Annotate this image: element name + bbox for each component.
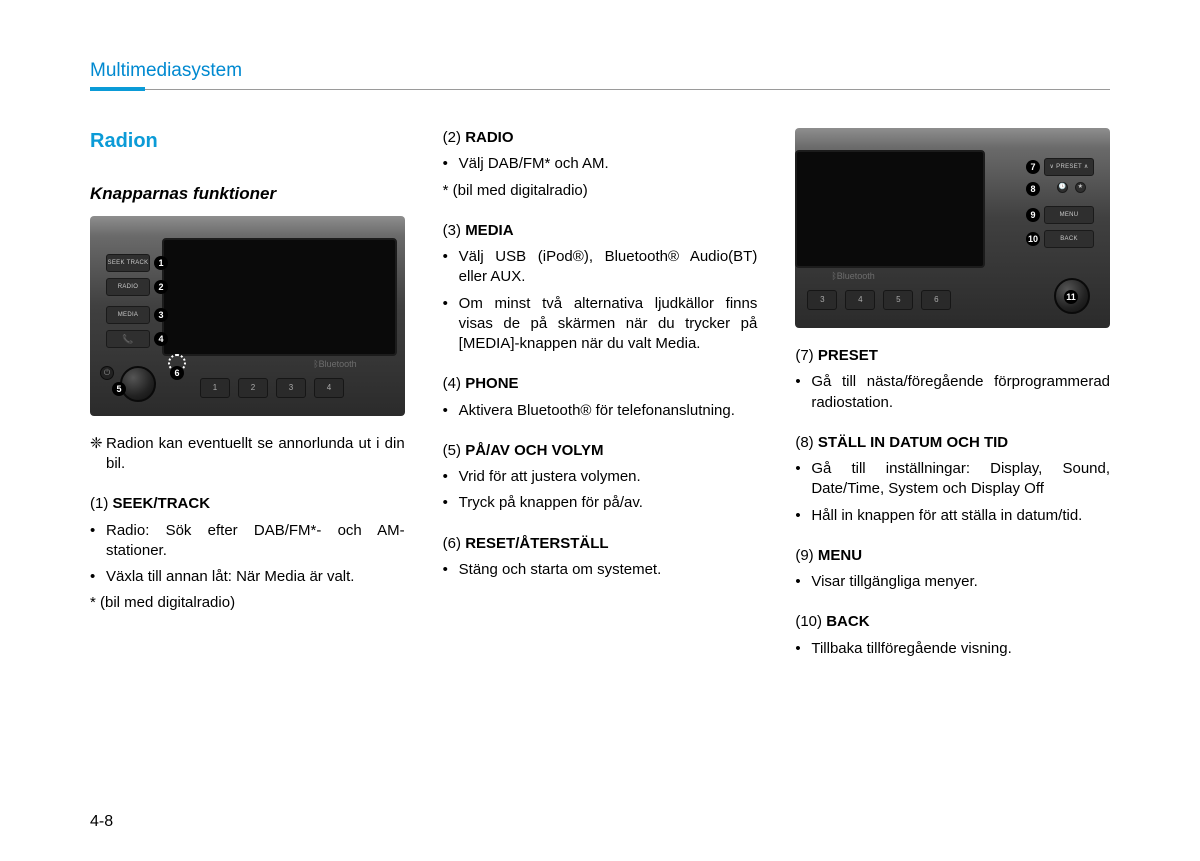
item-3-name: MEDIA xyxy=(465,222,513,239)
callout-7: 7 xyxy=(1026,160,1040,174)
volume-knob-img xyxy=(120,366,156,402)
callout-8: 8 xyxy=(1026,182,1040,196)
power-icon: ⏻ xyxy=(100,366,114,380)
item-3-head: (3) MEDIA xyxy=(443,221,758,241)
manual-page: Multimediasystem Radion Knapparnas funkt… xyxy=(0,0,1200,695)
section-title: Radion xyxy=(90,128,405,155)
column-2: (2) RADIO •Välj DAB/FM* och AM. * (bil m… xyxy=(443,128,758,665)
content-columns: Radion Knapparnas funktioner SEEK TRACK … xyxy=(90,128,1110,665)
item-2-b1: •Välj DAB/FM* och AM. xyxy=(443,154,758,174)
item-8-num: (8) xyxy=(795,434,813,451)
preset-4: 4 xyxy=(314,378,344,398)
item-8-name: STÄLL IN DATUM OCH TID xyxy=(818,434,1008,451)
callout-4: 4 xyxy=(154,332,168,346)
preset-1: 1 xyxy=(200,378,230,398)
item-1-b2: •Växla till annan låt: När Media är valt… xyxy=(90,567,405,587)
item-5-b1: •Vrid för att justera volymen. xyxy=(443,467,758,487)
item-9-b1: •Visar tillgängliga menyer. xyxy=(795,572,1110,592)
item-9-head: (9) MENU xyxy=(795,546,1110,566)
note-symbol: ❈ xyxy=(90,434,106,475)
item-1-foot: * (bil med digitalradio) xyxy=(90,593,405,613)
item-7-b1: •Gå till nästa/föregående förprogrammera… xyxy=(795,372,1110,413)
item-10-head: (10) BACK xyxy=(795,612,1110,632)
item-9-num: (9) xyxy=(795,547,813,564)
item-3-b2: •Om minst två alternativa ljudkällor fin… xyxy=(443,294,758,355)
header-rule xyxy=(90,89,1110,90)
item-2-name: RADIO xyxy=(465,129,513,146)
item-2-head: (2) RADIO xyxy=(443,128,758,148)
item-3-b1: •Välj USB (iPod®), Bluetooth® Audio(BT) … xyxy=(443,247,758,288)
preset-3: 3 xyxy=(276,378,306,398)
item-6-head: (6) RESET/ÅTERSTÄLL xyxy=(443,534,758,554)
item-8-b1: •Gå till inställningar: Display, Sound, … xyxy=(795,459,1110,500)
item-10-name: BACK xyxy=(826,613,869,630)
item-1-num: (1) xyxy=(90,495,108,512)
item-4-num: (4) xyxy=(443,375,461,392)
callout-10: 10 xyxy=(1026,232,1040,246)
callout-3: 3 xyxy=(154,308,168,322)
callout-1: 1 xyxy=(154,256,168,270)
back-button-img: BACK xyxy=(1044,230,1094,248)
item-4-b1: •Aktivera Bluetooth® för telefonanslutni… xyxy=(443,401,758,421)
header-accent xyxy=(90,87,145,91)
preset-5b: 5 xyxy=(883,290,913,310)
radio-button-img: RADIO xyxy=(106,278,150,296)
subsection-title: Knapparnas funktioner xyxy=(90,183,405,206)
item-7-num: (7) xyxy=(795,347,813,364)
item-9-name: MENU xyxy=(818,547,862,564)
item-3-num: (3) xyxy=(443,222,461,239)
item-6-num: (6) xyxy=(443,535,461,552)
callout-5: 5 xyxy=(112,382,126,396)
callout-6: 6 xyxy=(170,366,184,380)
note-text: Radion kan eventuellt se annorlunda ut i… xyxy=(106,434,405,475)
item-5-b2: •Tryck på knappen för på/av. xyxy=(443,493,758,513)
bluetooth-icon: ᛒBluetooth xyxy=(313,358,356,370)
preset-2: 2 xyxy=(238,378,268,398)
media-button-img: MEDIA xyxy=(106,306,150,324)
preset-3b: 3 xyxy=(807,290,837,310)
item-2-num: (2) xyxy=(443,129,461,146)
item-6-b1: •Stäng och starta om systemet. xyxy=(443,560,758,580)
item-4-head: (4) PHONE xyxy=(443,374,758,394)
screen xyxy=(162,238,397,356)
item-7-name: PRESET xyxy=(818,347,878,364)
clock-icon: 🕓 xyxy=(1057,182,1068,193)
callout-11: 11 xyxy=(1064,290,1078,304)
preset-4b: 4 xyxy=(845,290,875,310)
item-4-name: PHONE xyxy=(465,375,518,392)
radio-photo-left: SEEK TRACK RADIO MEDIA 📞 ⏻ ᛒBluetooth 1 … xyxy=(90,216,405,416)
item-2-foot: * (bil med digitalradio) xyxy=(443,181,758,201)
item-1-name: SEEK/TRACK xyxy=(113,495,211,512)
item-5-head: (5) PÅ/AV OCH VOLYM xyxy=(443,441,758,461)
star-icon: ★ xyxy=(1075,182,1086,193)
column-3: ∨ PRESET ∧ 🕓 ★ MENU BACK 3 4 5 6 ᛒBlueto… xyxy=(795,128,1110,665)
seek-button-img: SEEK TRACK xyxy=(106,254,150,272)
bluetooth-icon-r: ᛒBluetooth xyxy=(831,270,874,282)
menu-button-img: MENU xyxy=(1044,206,1094,224)
column-1: Radion Knapparnas funktioner SEEK TRACK … xyxy=(90,128,405,665)
item-1-b1: •Radio: Sök efter DAB/FM*- och AM-statio… xyxy=(90,521,405,562)
preset-6b: 6 xyxy=(921,290,951,310)
note: ❈ Radion kan eventuellt se annorlunda ut… xyxy=(90,434,405,475)
page-number: 4-8 xyxy=(90,813,113,831)
item-5-num: (5) xyxy=(443,442,461,459)
preset-button-img: ∨ PRESET ∧ xyxy=(1044,158,1094,176)
item-10-b1: •Tillbaka tillföregående visning. xyxy=(795,639,1110,659)
item-5-name: PÅ/AV OCH VOLYM xyxy=(465,442,603,459)
page-header: Multimediasystem xyxy=(90,60,1110,90)
item-7-head: (7) PRESET xyxy=(795,346,1110,366)
item-8-head: (8) STÄLL IN DATUM OCH TID xyxy=(795,433,1110,453)
item-8-b2: •Håll in knappen för att ställa in datum… xyxy=(795,506,1110,526)
radio-photo-right: ∨ PRESET ∧ 🕓 ★ MENU BACK 3 4 5 6 ᛒBlueto… xyxy=(795,128,1110,328)
callout-9: 9 xyxy=(1026,208,1040,222)
item-10-num: (10) xyxy=(795,613,822,630)
item-6-name: RESET/ÅTERSTÄLL xyxy=(465,535,608,552)
header-title: Multimediasystem xyxy=(90,60,242,81)
item-1-head: (1) SEEK/TRACK xyxy=(90,494,405,514)
screen-r xyxy=(795,150,985,268)
callout-2: 2 xyxy=(154,280,168,294)
phone-button-img: 📞 xyxy=(106,330,150,348)
